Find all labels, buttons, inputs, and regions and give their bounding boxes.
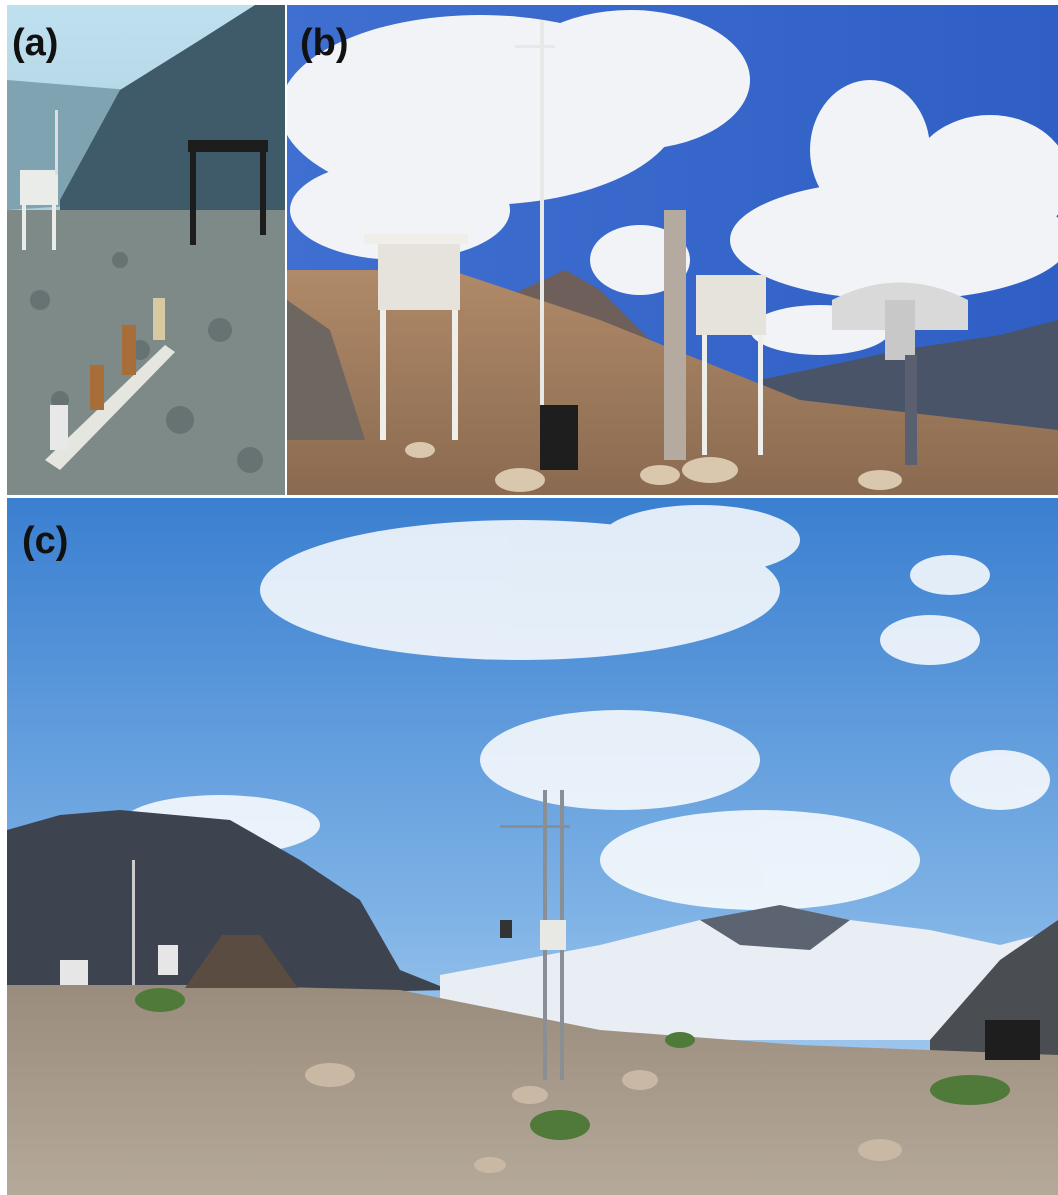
photo-b [287,5,1058,495]
panel-label: (a) [12,22,58,64]
photo-a [7,5,285,495]
panel-label: (b) [300,22,349,64]
photo-c [7,498,1058,1195]
panel-label: (c) [22,520,68,562]
